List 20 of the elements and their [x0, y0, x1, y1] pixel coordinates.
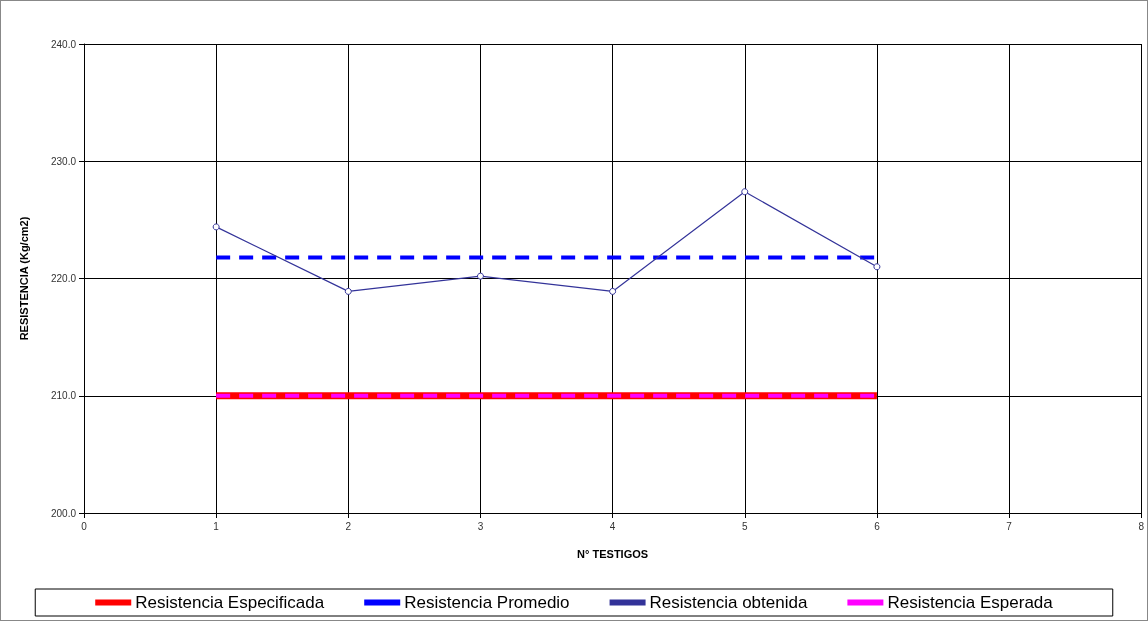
x-tick-label: 5 [741, 520, 748, 532]
x-axis-title: N° TESTIGOS [577, 547, 649, 560]
y-axis-title: RESISTENCIA (Kg/cm2) [17, 216, 30, 341]
y-tick-label: 230.0 [50, 155, 77, 167]
x-tick-label: 1 [213, 520, 220, 532]
legend-label: Resistencia Promedio [404, 593, 570, 612]
legend-label: Resistencia Esperada [887, 593, 1054, 612]
x-tick-label: 4 [609, 520, 616, 532]
x-tick-label: 2 [345, 520, 352, 532]
x-tick-label: 3 [477, 520, 484, 532]
y-tick-label: 210.0 [50, 390, 77, 402]
legend-label: Resistencia Especificada [135, 593, 325, 612]
legend-label: Resistencia obtenida [649, 593, 808, 612]
y-tick-label: 200.0 [50, 507, 77, 519]
x-tick-label: 8 [1138, 520, 1145, 532]
x-tick-label: 0 [81, 520, 88, 532]
x-tick-label: 7 [1006, 520, 1013, 532]
y-tick-label: 240.0 [50, 38, 77, 50]
y-tick-label: 220.0 [50, 273, 77, 284]
x-tick-label: 6 [874, 520, 881, 532]
